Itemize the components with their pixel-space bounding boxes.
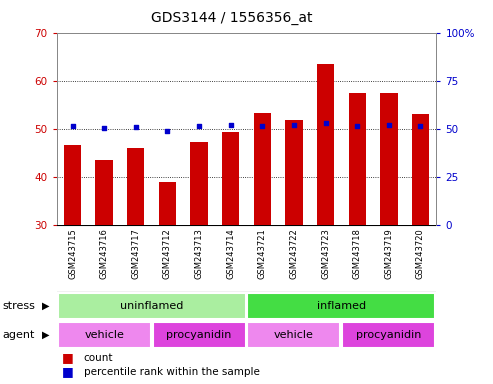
Bar bbox=[317, 64, 334, 369]
Text: procyanidin: procyanidin bbox=[166, 330, 232, 340]
Bar bbox=[342, 322, 435, 348]
Text: GSM243719: GSM243719 bbox=[385, 228, 393, 279]
Point bbox=[385, 122, 393, 128]
Text: GSM243722: GSM243722 bbox=[289, 228, 298, 279]
Bar bbox=[253, 113, 271, 369]
Bar bbox=[58, 293, 246, 319]
Point bbox=[258, 123, 266, 129]
Bar bbox=[349, 93, 366, 369]
Text: ■: ■ bbox=[62, 365, 73, 378]
Text: GSM243717: GSM243717 bbox=[131, 228, 141, 279]
Text: uninflamed: uninflamed bbox=[120, 301, 183, 311]
Point bbox=[417, 123, 424, 129]
Bar bbox=[190, 142, 208, 369]
Text: GSM243715: GSM243715 bbox=[68, 228, 77, 279]
Point bbox=[164, 128, 172, 134]
Text: GSM243716: GSM243716 bbox=[100, 228, 108, 279]
Text: GDS3144 / 1556356_at: GDS3144 / 1556356_at bbox=[151, 11, 313, 25]
Bar bbox=[285, 120, 303, 369]
Bar bbox=[159, 182, 176, 369]
Bar bbox=[412, 114, 429, 369]
Text: agent: agent bbox=[2, 330, 35, 340]
Text: ▶: ▶ bbox=[42, 330, 49, 340]
Bar bbox=[58, 322, 151, 348]
Bar bbox=[222, 132, 240, 369]
Bar bbox=[380, 93, 397, 369]
Text: GSM243713: GSM243713 bbox=[195, 228, 204, 279]
Text: GSM243723: GSM243723 bbox=[321, 228, 330, 279]
Point bbox=[132, 124, 140, 130]
Text: GSM243712: GSM243712 bbox=[163, 228, 172, 279]
Point bbox=[69, 123, 76, 129]
Bar bbox=[247, 322, 341, 348]
Text: percentile rank within the sample: percentile rank within the sample bbox=[84, 367, 260, 377]
Text: vehicle: vehicle bbox=[84, 330, 124, 340]
Text: procyanidin: procyanidin bbox=[356, 330, 422, 340]
Bar bbox=[247, 293, 435, 319]
Text: vehicle: vehicle bbox=[274, 330, 314, 340]
Text: inflamed: inflamed bbox=[317, 301, 366, 311]
Point bbox=[227, 122, 235, 128]
Point bbox=[290, 122, 298, 128]
Text: GSM243718: GSM243718 bbox=[352, 228, 362, 279]
Text: GSM243720: GSM243720 bbox=[416, 228, 425, 279]
Text: stress: stress bbox=[2, 301, 35, 311]
Text: ■: ■ bbox=[62, 351, 73, 364]
Point bbox=[321, 120, 329, 126]
Point bbox=[353, 123, 361, 129]
Bar bbox=[96, 160, 113, 369]
Bar bbox=[127, 148, 144, 369]
Point bbox=[100, 125, 108, 131]
Point bbox=[195, 123, 203, 129]
Text: GSM243714: GSM243714 bbox=[226, 228, 235, 279]
Text: ▶: ▶ bbox=[42, 301, 49, 311]
Text: count: count bbox=[84, 353, 113, 363]
Text: GSM243721: GSM243721 bbox=[258, 228, 267, 279]
Bar bbox=[64, 146, 81, 369]
Bar bbox=[152, 322, 246, 348]
